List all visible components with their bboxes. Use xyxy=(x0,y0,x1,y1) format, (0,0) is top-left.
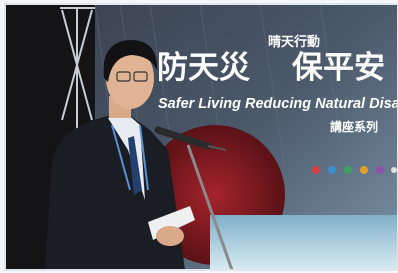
series-label: 講座系列 xyxy=(330,119,378,134)
sea-graphic xyxy=(210,215,398,270)
tagline: 晴天行動 xyxy=(268,34,320,50)
headline-right: 保平安 xyxy=(292,50,385,86)
headline-left: 防天災 xyxy=(157,50,251,86)
subtitle: Safer Living Reducing Natural Disasters xyxy=(158,96,398,112)
photo: 晴天行動 防天災 保平安 Safer Living Reducing Natur… xyxy=(0,0,398,273)
page: {"banner": {"tagline": "晴天行動", "headline… xyxy=(0,0,398,273)
